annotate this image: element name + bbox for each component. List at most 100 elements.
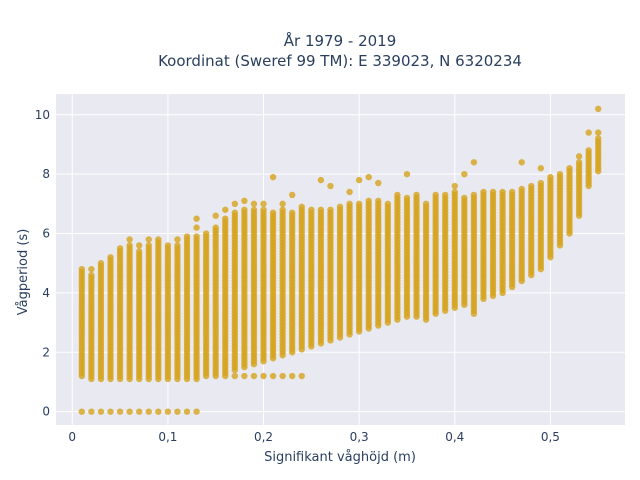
data-point — [528, 182, 535, 190]
data-point — [193, 408, 200, 415]
data-point — [537, 179, 545, 187]
y-axis-ticks: 0 2 4 6 8 10 — [35, 108, 50, 419]
data-point — [547, 173, 554, 181]
data-point — [145, 242, 152, 249]
data-point — [231, 200, 239, 208]
y-tick-label: 0 — [42, 405, 50, 419]
data-point — [222, 372, 229, 380]
y-axis-title: Vågperiod (s) — [16, 229, 31, 316]
data-point — [241, 372, 248, 380]
data-point — [355, 176, 363, 184]
data-point — [88, 265, 95, 273]
data-point — [202, 372, 210, 380]
data-point — [451, 188, 458, 196]
y-tick-label: 10 — [35, 108, 50, 122]
data-point — [403, 170, 411, 178]
data-point — [289, 191, 296, 199]
data-point — [365, 173, 372, 181]
x-axis-title: Signifikant våghöjd (m) — [264, 450, 416, 465]
data-point — [279, 206, 286, 213]
data-point — [183, 408, 191, 415]
data-point — [451, 182, 458, 190]
data-point — [537, 165, 545, 172]
data-point — [470, 191, 478, 199]
data-point — [365, 197, 372, 205]
data-point — [231, 209, 239, 216]
data-point — [126, 242, 133, 249]
x-tick-label: 0,3 — [350, 430, 369, 444]
data-point — [78, 265, 86, 273]
data-point — [508, 188, 516, 196]
data-point — [164, 242, 172, 249]
data-point — [250, 372, 258, 380]
data-point — [126, 408, 133, 415]
x-axis-ticks: 0 0,1 0,2 0,3 0,4 0,5 — [68, 430, 560, 444]
data-point — [193, 215, 200, 222]
data-point — [289, 372, 296, 380]
data-point — [269, 372, 277, 380]
data-point — [155, 408, 162, 415]
data-point — [212, 372, 219, 380]
data-point — [241, 206, 248, 213]
data-point — [202, 230, 210, 237]
data-point — [298, 203, 305, 211]
data-point — [375, 197, 382, 205]
data-point — [518, 159, 525, 166]
data-point — [289, 209, 296, 216]
data-point — [212, 212, 219, 219]
data-point — [241, 197, 248, 205]
data-point — [135, 248, 143, 255]
data-point — [145, 236, 152, 243]
data-point — [279, 372, 286, 380]
data-point — [336, 203, 344, 211]
data-point — [461, 194, 468, 202]
data-point — [346, 188, 353, 196]
data-point — [183, 233, 191, 240]
data-point — [193, 224, 200, 231]
data-point — [116, 245, 124, 252]
data-point — [260, 206, 267, 213]
data-point — [595, 129, 602, 136]
data-point — [116, 408, 124, 415]
x-tick-label: 0,5 — [541, 430, 560, 444]
data-point — [250, 200, 258, 208]
data-point — [403, 194, 411, 202]
data-point — [212, 224, 219, 231]
data-point — [422, 200, 430, 208]
data-point — [298, 372, 305, 380]
data-point — [518, 185, 525, 193]
data-point — [78, 408, 86, 415]
data-point — [308, 206, 315, 213]
data-point — [566, 165, 573, 172]
data-point — [470, 159, 478, 166]
data-point — [193, 233, 200, 240]
data-points — [78, 105, 602, 415]
data-point — [88, 271, 95, 279]
x-tick-label: 0,4 — [445, 430, 464, 444]
y-tick-label: 2 — [42, 345, 50, 359]
y-tick-label: 4 — [42, 286, 50, 300]
data-point — [269, 173, 277, 181]
data-point — [317, 176, 325, 184]
data-point — [480, 188, 487, 196]
data-point — [394, 191, 401, 199]
data-point — [327, 182, 334, 190]
data-point — [260, 200, 267, 208]
data-point — [222, 206, 229, 213]
data-point — [135, 242, 143, 249]
data-point — [384, 200, 392, 208]
data-point — [231, 372, 239, 380]
data-point — [575, 153, 583, 160]
data-point — [174, 242, 181, 249]
data-point — [279, 200, 286, 208]
data-point — [222, 215, 229, 222]
data-point — [595, 135, 602, 142]
data-point — [355, 200, 363, 208]
x-tick-label: 0,1 — [158, 430, 177, 444]
data-point — [260, 372, 267, 380]
y-tick-label: 8 — [42, 167, 50, 181]
data-point — [375, 179, 382, 187]
data-point — [575, 159, 583, 166]
data-point — [327, 206, 334, 213]
data-point — [155, 236, 162, 243]
